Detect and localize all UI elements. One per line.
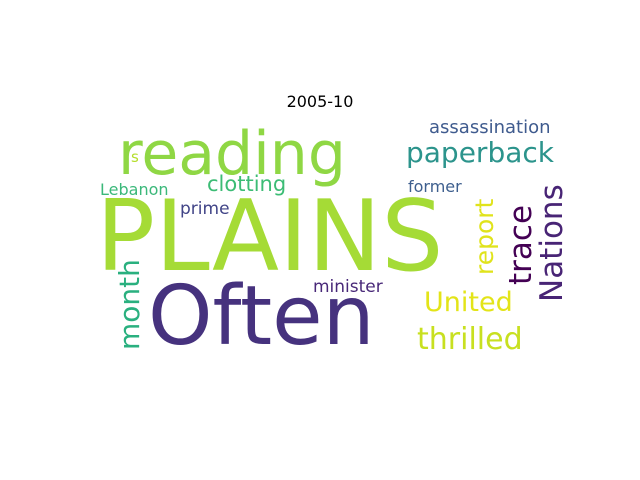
word-thrilled: thrilled (417, 322, 523, 357)
word-assassination: assassination (429, 117, 551, 138)
word-reading: reading (118, 119, 346, 189)
word-former: former (408, 177, 462, 196)
word-clotting: clotting (207, 172, 287, 196)
word-often: Often (148, 269, 375, 364)
chart-title: 2005-10 (286, 92, 354, 111)
word-month: month (113, 259, 146, 350)
word-united: United (424, 287, 513, 318)
word-trace: trace (503, 204, 539, 285)
word-nations: Nations (534, 184, 570, 302)
word-minister: minister (313, 277, 383, 297)
word-report: report (470, 198, 499, 275)
word-lebanon: Lebanon (100, 180, 169, 199)
word-paperback: paperback (406, 136, 554, 169)
word-prime: prime (180, 199, 230, 219)
word-plains: PLAINS (96, 180, 444, 294)
word-s: s (131, 148, 139, 166)
